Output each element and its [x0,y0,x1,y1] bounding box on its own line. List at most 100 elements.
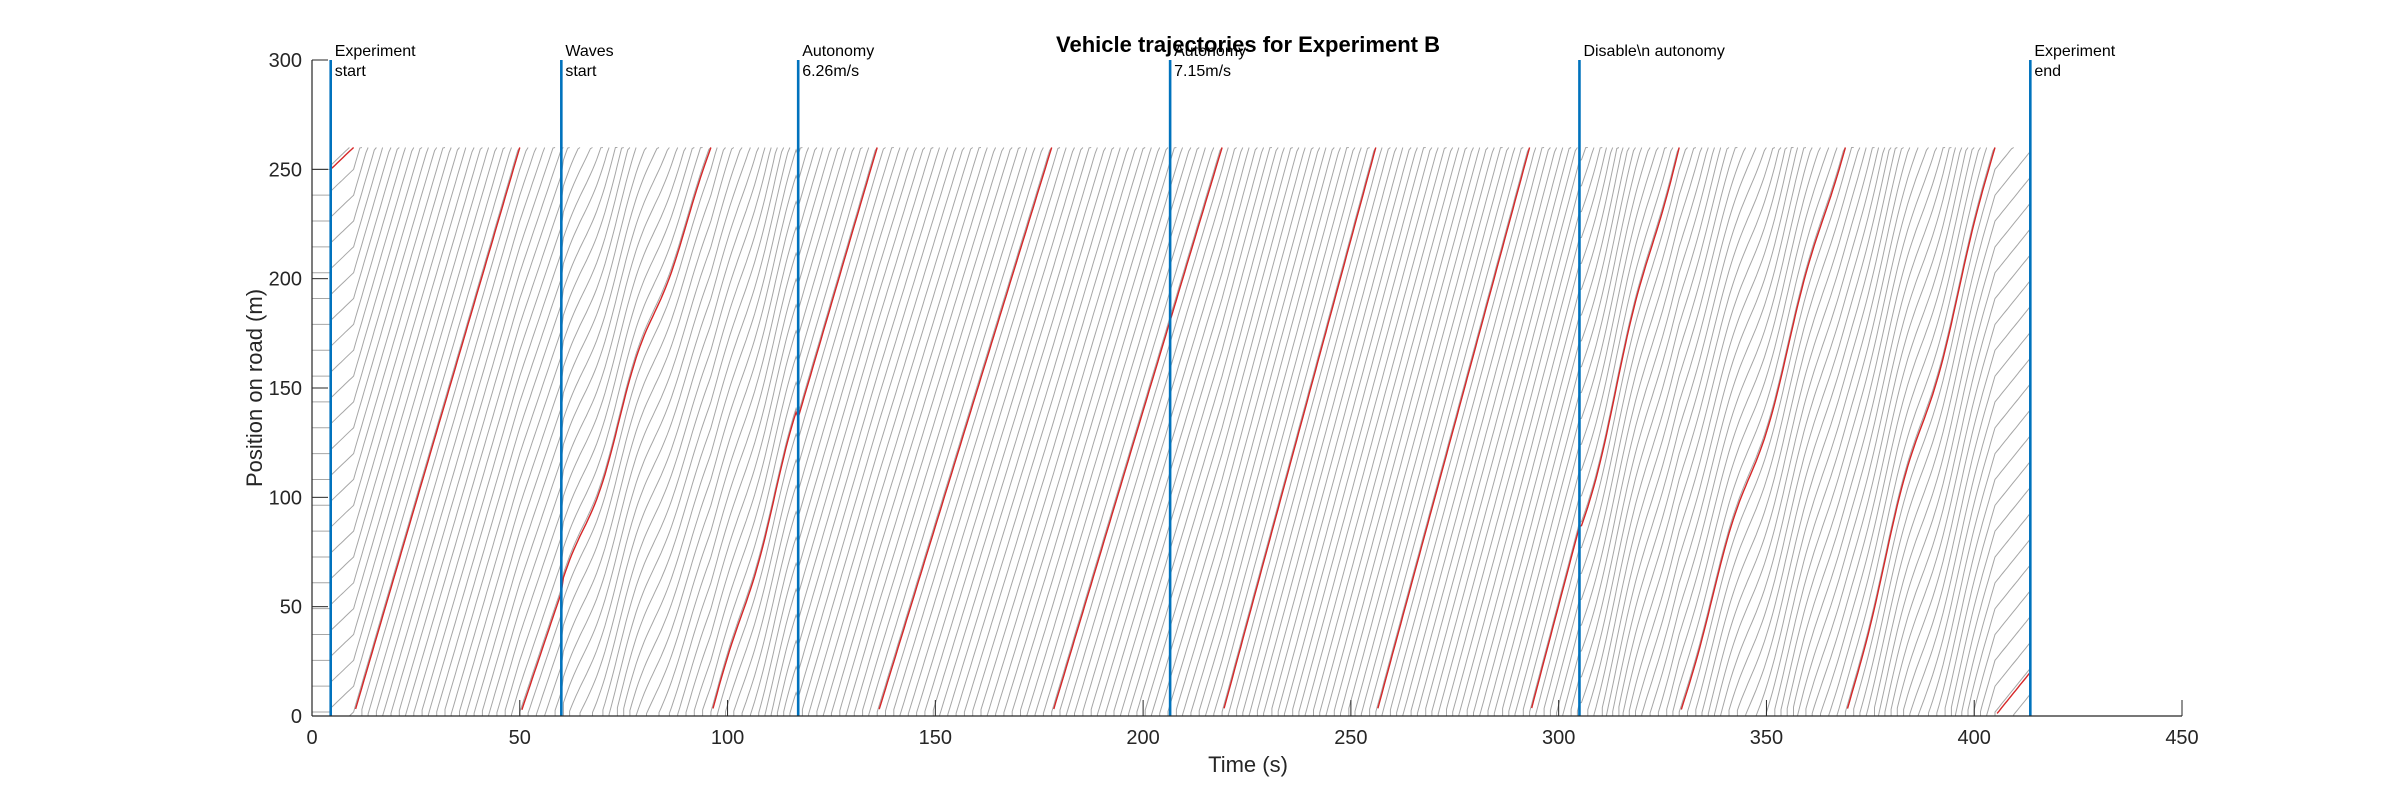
trajectory-line [1348,147,1503,716]
trajectory-line [1986,642,2031,716]
trajectory-line [330,147,438,450]
trajectory-line [1695,147,1861,716]
trajectory-line [972,147,1146,716]
trajectory-line [496,147,687,716]
trajectory-line [1917,383,2031,716]
trajectory-line [519,147,712,716]
trajectory-line [635,147,818,716]
trajectory-line [668,147,841,716]
trajectory-line [658,147,832,716]
trajectory-line [1090,147,1258,716]
trajectory-line [1458,147,1614,716]
highlighted-trajectory-line [1053,147,1223,710]
trajectory-line [1543,147,1696,716]
trajectory-line [405,147,581,716]
trajectory-line [893,147,1067,716]
trajectory-line [1878,228,2031,716]
trajectory-line [375,147,546,716]
trajectory-line [436,147,618,716]
x-tick-label: 50 [509,727,531,749]
trajectory-line [776,147,949,716]
trajectory-line [330,147,446,476]
trajectory-line [473,147,660,716]
trajectory-line [330,147,498,657]
trajectory-line [1745,147,1904,716]
trajectory-line [1389,147,1545,716]
trajectory-line [544,147,735,716]
trajectory-line [1425,147,1578,716]
trajectory-line [330,147,512,709]
trajectory-line [876,147,1053,716]
trajectory-line [1874,202,2031,716]
trajectory-line [986,147,1161,716]
axes: 0 50 100 150 200 250 300 350 400 450 0 50 100 150 200 2… [269,50,2199,749]
trajectory-line [1628,147,1794,716]
trajectory-line [693,147,863,716]
trajectory-line [1961,538,2031,716]
event-label: start [565,63,597,80]
trajectory-line [1190,147,1349,716]
y-tick-label: 300 [269,50,302,72]
trajectory-line [1051,147,1223,716]
trajectory-line [1340,147,1495,716]
highlighted-trajectory-line [330,146,355,170]
trajectory-line [932,147,1107,716]
trajectory-line [1786,147,1946,716]
x-tick-label: 300 [1542,727,1575,749]
trajectory-line [554,147,743,716]
trajectory-line [1508,147,1659,716]
trajectory-line [1896,306,2031,716]
trajectory-line [1333,147,1489,716]
trajectory-line [1319,147,1474,716]
trajectory-line [1865,176,2031,716]
trajectory-line [1263,147,1418,716]
trajectory-line [830,147,1005,716]
highlighted-trajectory-line [878,147,1053,710]
trajectory-line [1601,147,1757,716]
trajectory-line [1020,147,1192,716]
trajectory-line [1082,147,1250,716]
trajectory-line [1707,147,1875,716]
trajectory-line [1479,147,1630,716]
trajectory-line [845,147,1021,716]
trajectory-line [1213,147,1370,716]
trajectory-line [1570,147,1722,716]
trajectory-line [1793,147,1952,716]
trajectory-line [1890,280,2031,716]
trajectory-line [1182,147,1341,716]
trajectory-line [885,147,1061,716]
trajectory-line [1844,147,1996,716]
trajectory-line [481,147,670,716]
trajectory-line [1011,147,1184,716]
event-label: Autonomy [802,43,874,60]
trajectory-line [1410,147,1564,716]
y-tick-label: 250 [269,159,302,181]
trajectory-line [1227,147,1383,716]
trajectory-line [1562,147,1715,716]
trajectory-line [1466,147,1620,716]
x-tick-label: 350 [1750,727,1783,749]
trajectory-line [1175,147,1335,716]
trajectory-line [1136,147,1300,716]
trajectory-line [1928,409,2031,716]
trajectory-line [1198,147,1356,716]
trajectory-line [535,147,726,716]
trajectory-line [783,147,957,716]
highlighted-trajectory-line [712,147,878,709]
trajectory-line [1375,147,1531,716]
y-tick-label: 200 [269,269,302,291]
trajectory-line [1936,435,2031,716]
trajectory-line [1437,147,1595,716]
event-label: 6.26m/s [802,63,859,80]
trajectory-line [862,147,1036,716]
trajectory-line [330,147,384,270]
trajectory-line [592,147,772,716]
trajectory-line [608,147,785,716]
x-tick-label: 100 [711,727,744,749]
highlighted-trajectory-line [1531,147,1680,709]
trajectory-line [789,147,965,716]
trajectory-line [465,147,647,716]
trajectory-line [1529,147,1680,716]
chart-title: Vehicle trajectories for Experiment B [1056,32,1440,57]
